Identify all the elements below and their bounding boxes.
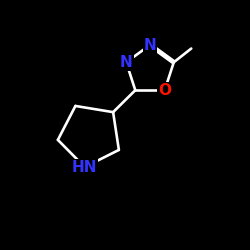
- Text: O: O: [158, 83, 171, 98]
- Text: N: N: [144, 38, 156, 52]
- Text: HN: HN: [72, 160, 98, 174]
- Text: N: N: [120, 55, 132, 70]
